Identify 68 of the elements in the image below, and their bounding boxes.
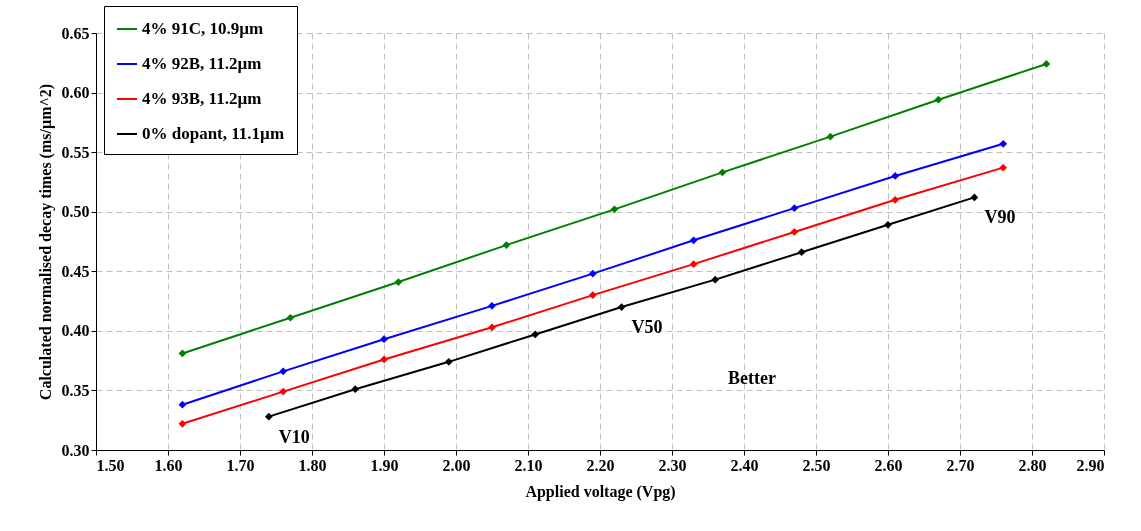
- point: [502, 241, 511, 249]
- point: [1042, 60, 1051, 68]
- point: [380, 335, 388, 344]
- point: [488, 323, 496, 332]
- point: [970, 193, 979, 202]
- point: [797, 248, 806, 257]
- y-tick-label: 0.40: [61, 322, 90, 340]
- point: [790, 228, 799, 236]
- x-tick-label: 2.60: [874, 456, 903, 474]
- point: [531, 330, 540, 339]
- x-tick-label: 2.20: [586, 456, 615, 474]
- point: [286, 313, 295, 322]
- point: [617, 303, 626, 311]
- point: [999, 139, 1008, 148]
- point: [488, 301, 496, 310]
- x-tick-label: 2.00: [442, 456, 471, 474]
- legend-label: 4% 93B, 11.2µm: [142, 89, 262, 108]
- point: [178, 419, 187, 428]
- x-tick-label: 2.90: [1076, 456, 1105, 474]
- y-axis-title: Calculated normalised decay times (ms/µm^2): [36, 83, 55, 401]
- point: [444, 357, 453, 366]
- point: [588, 269, 597, 278]
- y-tick-label: 0.65: [61, 24, 90, 42]
- point: [689, 260, 698, 269]
- legend-label: 4% 91C, 10.9µm: [142, 19, 264, 38]
- point: [351, 385, 360, 394]
- point: [394, 278, 403, 286]
- annotation: V90: [984, 207, 1016, 228]
- x-tick-label: 1.80: [298, 456, 327, 474]
- x-tick-label: 2.30: [658, 456, 687, 474]
- point: [588, 291, 597, 299]
- y-tick-label: 0.45: [61, 262, 90, 280]
- y-tick-label: 0.55: [61, 143, 90, 161]
- point: [891, 195, 900, 204]
- x-tick-label: 1.70: [226, 456, 255, 474]
- annotation: Better: [728, 368, 776, 388]
- annotation: V10: [278, 426, 310, 447]
- x-tick-label: 2.80: [1018, 456, 1047, 474]
- point: [711, 275, 720, 284]
- x-tick-label: 2.40: [730, 456, 759, 474]
- legend-label: 4% 92B, 11.2µm: [142, 54, 262, 73]
- y-tick-label: 0.60: [61, 84, 90, 102]
- point: [891, 172, 900, 180]
- point: [934, 95, 943, 104]
- point: [790, 204, 799, 213]
- y-tick-label: 0.35: [61, 381, 90, 399]
- x-tick-label: 2.50: [802, 456, 831, 474]
- point: [884, 220, 892, 229]
- point: [264, 412, 273, 421]
- point: [279, 387, 288, 396]
- y-tick-label: 0.50: [61, 203, 90, 221]
- point: [279, 367, 288, 376]
- point: [380, 355, 388, 364]
- point: [610, 205, 619, 214]
- legend-label: 0% dopant, 11.1µm: [142, 124, 285, 143]
- x-axis-title: Applied voltage (Vpg): [525, 482, 676, 501]
- x-tick-label: 2.70: [946, 456, 975, 474]
- point: [718, 168, 727, 177]
- x-tick-label: 1.60: [154, 456, 183, 474]
- x-tick-label: 1.50: [96, 456, 125, 474]
- y-tick-label: 0.30: [61, 441, 90, 459]
- x-tick-label: 1.90: [370, 456, 399, 474]
- point: [178, 400, 187, 409]
- annotation: V50: [631, 317, 663, 338]
- point: [999, 163, 1008, 172]
- point: [689, 236, 698, 245]
- x-tick-label: 2.10: [514, 456, 543, 474]
- point: [826, 132, 835, 141]
